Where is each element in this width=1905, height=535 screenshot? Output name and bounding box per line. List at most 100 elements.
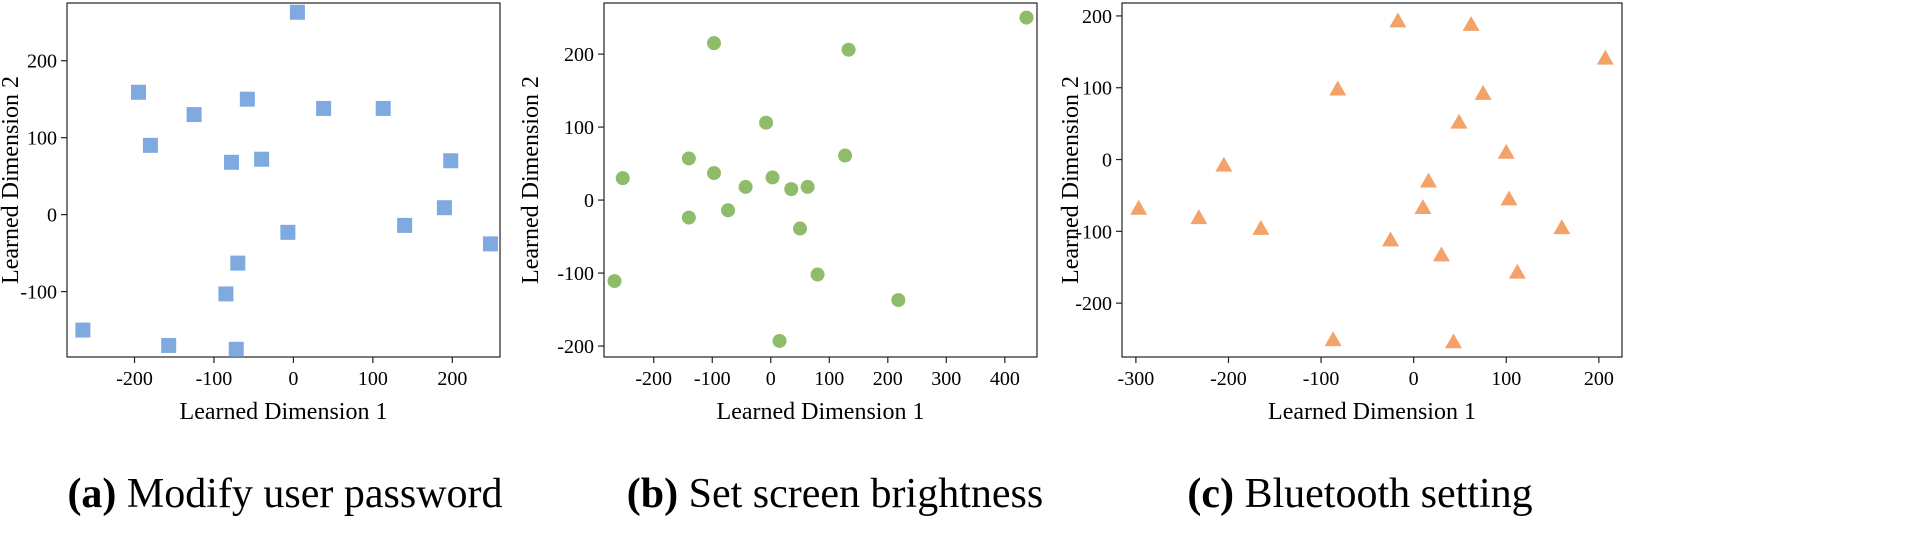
y-axis-label-a: Learned Dimension 2 [0, 76, 24, 284]
chart-panel-a: -200 -100 0 100 200 -100 0 100 200 Learned Dimens… [0, 0, 520, 460]
data-point-a-16 [397, 217, 413, 233]
x-axis-label-a: Learned Dimension 1 [180, 399, 388, 425]
caption-tag-b: (b) [626, 471, 679, 517]
x-tick-label-c: -100 [1303, 368, 1340, 390]
data-point-c-6 [1497, 143, 1515, 159]
x-tick-label-a: 0 [288, 368, 298, 390]
data-point-c-0 [1389, 12, 1407, 28]
data-point-a-0 [289, 4, 305, 20]
plot-frame-c [1121, 2, 1623, 358]
caption-text-c: Bluetooth setting [1244, 471, 1533, 517]
data-point-c-8 [1130, 199, 1148, 215]
data-point-b-2 [1019, 10, 1034, 25]
chart-panel-b: -200 -100 0 100 200 300 400 -200 -100 0 100 200 Lear… [520, 0, 1060, 460]
y-tick-label-a: 100 [27, 128, 57, 150]
plot-frame-b [603, 2, 1038, 358]
data-point-b-7 [681, 210, 696, 225]
data-point-a-15 [75, 322, 91, 338]
data-point-b-16 [891, 293, 906, 308]
data-point-b-3 [759, 115, 774, 130]
data-point-b-6 [615, 171, 630, 186]
data-point-a-10 [280, 224, 296, 240]
x-tick-label-c: 0 [1409, 368, 1419, 390]
x-tick-label-b: 300 [931, 368, 961, 390]
data-point-c-3 [1329, 80, 1347, 96]
y-tick-label-c: -200 [1075, 293, 1112, 315]
x-tick-label-c: -300 [1118, 368, 1155, 390]
data-point-b-1 [841, 42, 856, 57]
x-axis-label-b: Learned Dimension 1 [717, 399, 925, 425]
y-tick-label-a: 200 [27, 51, 57, 73]
data-point-b-8 [721, 203, 736, 218]
y-tick-label-a: 0 [47, 205, 57, 227]
x-axis-label-c: Learned Dimension 1 [1268, 399, 1476, 425]
caption-tag-c: (c) [1187, 471, 1234, 517]
data-point-c-9 [1190, 209, 1208, 225]
data-point-c-14 [1432, 246, 1450, 262]
data-point-a-18 [482, 236, 498, 252]
x-tick-label-b: -200 [635, 368, 672, 390]
x-tick-label-c: 100 [1491, 368, 1521, 390]
data-point-a-7 [316, 100, 332, 116]
data-point-c-4 [1474, 84, 1492, 100]
data-point-b-18 [607, 274, 622, 289]
data-point-a-5 [223, 154, 239, 170]
data-point-c-10 [1252, 219, 1270, 235]
x-tick-label-a: 200 [437, 368, 467, 390]
x-tick-label-a: 100 [358, 368, 388, 390]
caption-tag-a: (a) [67, 471, 117, 517]
plot-frame-a [66, 2, 501, 358]
data-point-a-11 [230, 255, 246, 271]
x-tick-label-b: 400 [990, 368, 1020, 390]
x-tick-label-a: -100 [196, 368, 233, 390]
data-point-a-1 [131, 84, 147, 100]
data-point-c-5 [1450, 113, 1468, 129]
data-point-b-0 [707, 36, 722, 51]
y-tick-label-b: 0 [584, 190, 594, 212]
data-point-a-12 [218, 286, 234, 302]
x-tick-label-a: -200 [116, 368, 153, 390]
x-tick-label-b: 0 [766, 368, 776, 390]
caption-c: (c) Bluetooth setting [1110, 470, 1610, 518]
y-tick-label-b: 200 [564, 44, 594, 66]
data-point-c-13 [1382, 231, 1400, 247]
data-point-c-1 [1462, 16, 1480, 31]
x-tick-label-b: -100 [694, 368, 731, 390]
x-tick-label-b: 100 [814, 368, 844, 390]
data-point-c-12 [1414, 199, 1432, 215]
data-point-a-3 [186, 107, 202, 123]
y-tick-label-c: 200 [1082, 6, 1112, 28]
data-point-b-15 [810, 267, 825, 282]
data-point-b-4 [681, 151, 696, 166]
data-point-a-2 [142, 137, 158, 153]
data-point-b-12 [800, 179, 815, 194]
data-point-b-14 [793, 221, 808, 236]
data-point-c-16 [1553, 219, 1571, 235]
caption-text-b: Set screen brightness [688, 471, 1044, 517]
data-point-b-9 [738, 179, 753, 194]
y-axis-label-c: Learned Dimension 2 [1060, 76, 1084, 284]
y-tick-label-c: -100 [1075, 221, 1112, 243]
data-point-b-13 [838, 148, 853, 163]
data-point-a-6 [254, 151, 270, 167]
y-tick-label-a: -100 [20, 282, 57, 304]
caption-text-a: Modify user password [126, 471, 503, 517]
data-point-b-11 [784, 182, 799, 197]
y-tick-label-c: 100 [1082, 78, 1112, 100]
data-point-a-14 [161, 337, 177, 353]
y-tick-label-c: 0 [1102, 150, 1112, 172]
data-point-c-7 [1215, 156, 1233, 172]
caption-a: (a) Modify user password [40, 470, 530, 518]
x-tick-label-b: 200 [873, 368, 903, 390]
caption-b: (b) Set screen brightness [585, 470, 1085, 518]
data-point-a-13 [228, 341, 244, 357]
y-tick-label-b: 100 [564, 117, 594, 139]
data-point-c-11 [1419, 172, 1437, 188]
data-point-c-15 [1500, 190, 1518, 206]
data-point-c-17 [1508, 263, 1526, 279]
data-point-b-5 [707, 166, 722, 181]
data-point-b-10 [765, 170, 780, 185]
scatter-chart-b: -200 -100 0 100 200 300 400 -200 -100 0 100 200 Lear… [520, 2, 1038, 425]
chart-panel-c: -300 -200 -100 0 100 200 -200 -100 0 100 200 Learne… [1060, 0, 1905, 460]
